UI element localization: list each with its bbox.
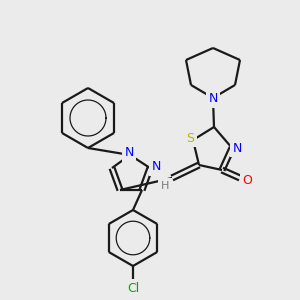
Text: N: N: [124, 146, 134, 160]
Text: N: N: [151, 160, 161, 173]
Text: N: N: [208, 92, 218, 106]
Text: Cl: Cl: [127, 281, 139, 295]
Text: O: O: [242, 173, 252, 187]
Text: H: H: [161, 181, 169, 191]
Text: S: S: [186, 131, 194, 145]
Text: N: N: [232, 142, 242, 154]
